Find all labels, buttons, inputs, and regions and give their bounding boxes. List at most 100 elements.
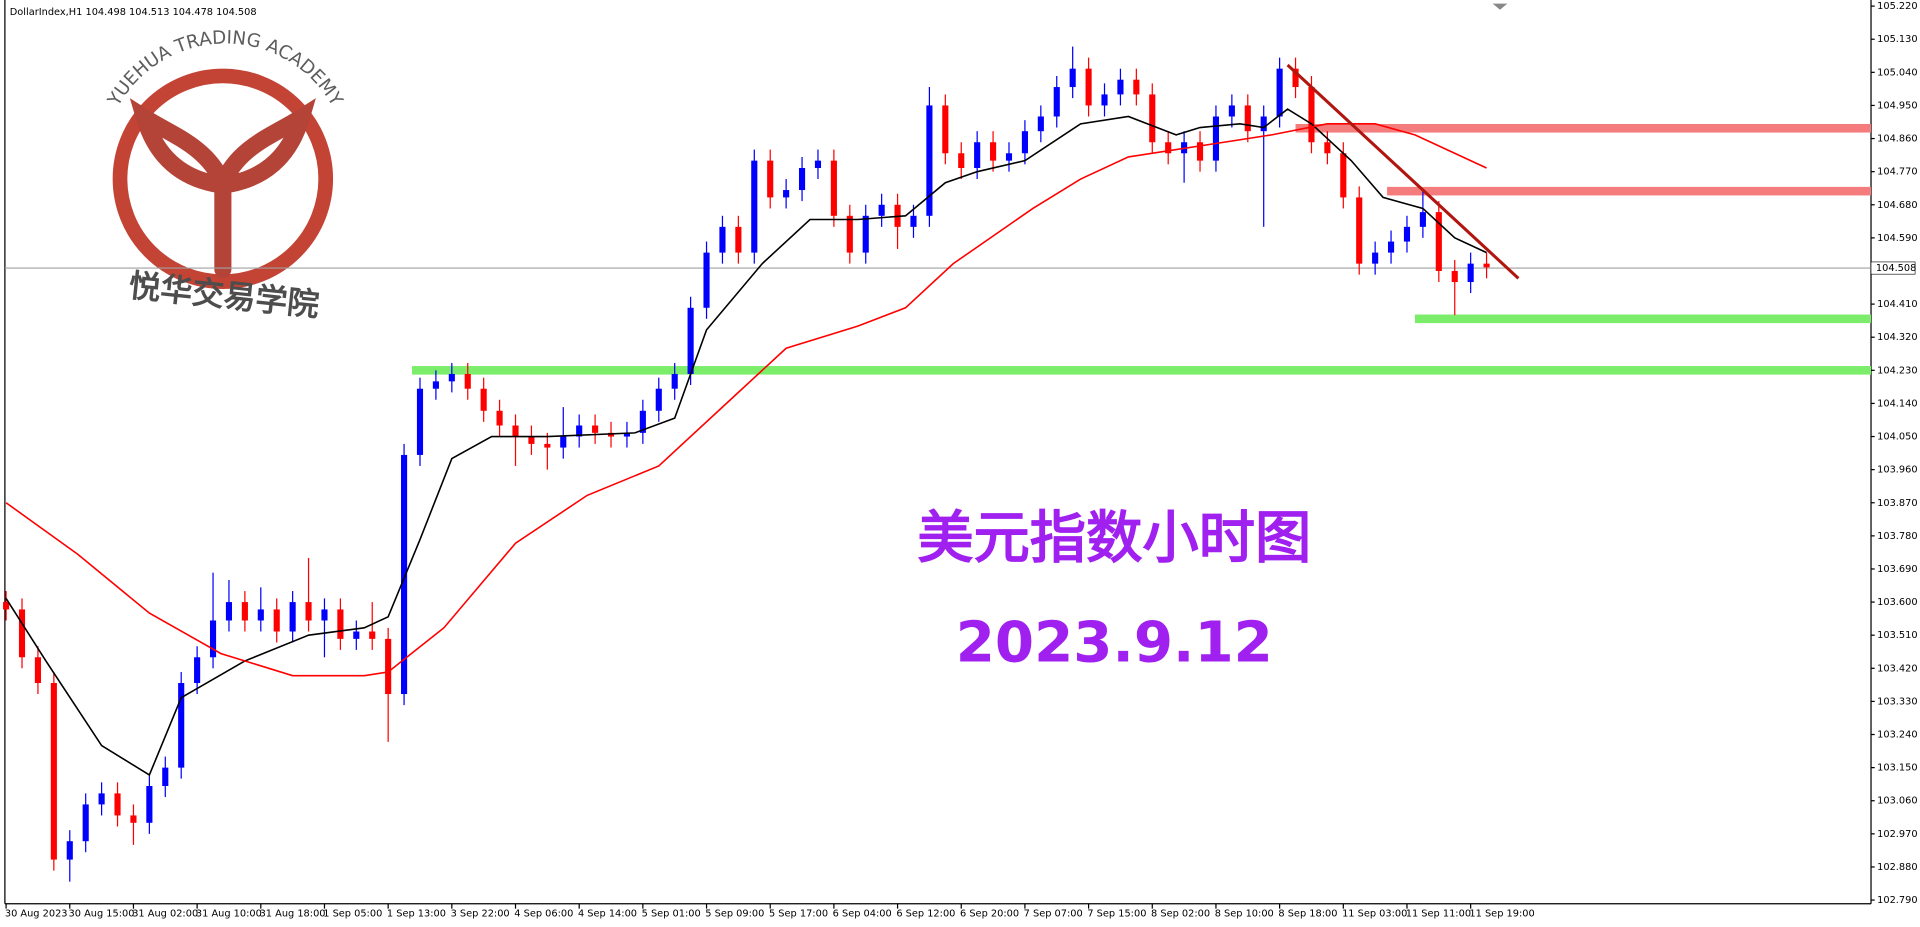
last-price-box: [1870, 261, 1916, 275]
logo-ring: [112, 68, 334, 289]
x-tick-label: 8 Sep 02:00: [1151, 909, 1210, 920]
x-tick-label: 30 Aug 15:00: [69, 909, 135, 920]
candle-body: [385, 638, 392, 695]
candle-body: [273, 609, 280, 632]
candle-body: [528, 436, 535, 444]
candle-body: [401, 454, 408, 695]
candle-body: [1228, 105, 1235, 117]
x-tick-label: 4 Sep 06:00: [514, 909, 573, 920]
trendline: [1286, 63, 1520, 280]
candle-body: [1149, 94, 1156, 143]
x-tick-label: 11 Sep 19:00: [1469, 909, 1534, 920]
y-tick-label: 103.060: [1877, 796, 1917, 807]
x-tick-label: 5 Sep 01:00: [642, 909, 701, 920]
y-tick-label: 103.240: [1877, 730, 1917, 741]
y-tick-label: 104.410: [1877, 299, 1917, 310]
candle-body: [560, 436, 567, 448]
level-band: [412, 366, 1872, 375]
candle-body: [703, 252, 710, 308]
candle-body: [671, 373, 678, 389]
candle-body: [1212, 116, 1220, 161]
y-tick-label: 104.680: [1877, 200, 1917, 211]
candle-body: [1021, 131, 1028, 154]
x-tick-label: 7 Sep 07:00: [1024, 909, 1083, 920]
y-tick-label: 103.870: [1877, 498, 1917, 509]
candle-body: [814, 160, 822, 168]
candle-body: [1037, 116, 1044, 132]
candle-body: [655, 388, 662, 411]
y-tick-label: 104.590: [1877, 233, 1917, 244]
candle-body: [1260, 116, 1267, 132]
candle-body: [751, 160, 758, 253]
candle-body: [719, 226, 726, 253]
candle-body: [82, 804, 89, 842]
candle-body: [1403, 226, 1411, 242]
candle-body: [1340, 153, 1347, 198]
candle-body: [337, 609, 344, 639]
candle-body: [3, 602, 10, 610]
level-band: [1414, 314, 1872, 324]
candle-body: [639, 410, 646, 433]
y-tick-label: 105.220: [1877, 1, 1917, 12]
candle-body: [369, 631, 376, 639]
candle-body: [289, 602, 296, 632]
candle-body: [1005, 153, 1013, 161]
y-tick-label: 104.770: [1877, 167, 1917, 178]
candle-body: [1372, 252, 1379, 264]
candle-body: [990, 142, 997, 161]
candle-body: [1467, 263, 1474, 283]
candle-body: [623, 432, 630, 437]
candle-body: [783, 190, 790, 198]
candle-body: [1165, 142, 1172, 154]
candle-body: [512, 425, 519, 437]
candle-body: [448, 373, 455, 382]
y-tick-label: 102.790: [1877, 895, 1917, 906]
y-tick-label: 103.600: [1877, 597, 1917, 608]
y-tick-label: 104.860: [1877, 134, 1917, 145]
candle-body: [958, 153, 965, 168]
y-tick-label: 104.950: [1877, 100, 1917, 111]
level-band: [1295, 123, 1872, 133]
chart-title: DollarIndex,H1 104.498 104.513 104.478 1…: [10, 7, 257, 18]
moving-average: [5, 108, 1487, 777]
x-tick-label: 5 Sep 17:00: [769, 909, 828, 920]
candle-body: [926, 105, 933, 216]
y-tick-label: 104.230: [1877, 365, 1917, 376]
candle-body: [321, 609, 328, 621]
candle-body: [1117, 79, 1124, 95]
candle-body: [910, 215, 917, 227]
candle-body: [209, 620, 217, 658]
candle-body: [225, 602, 233, 621]
candle-body: [544, 443, 551, 448]
candle-body: [66, 841, 73, 860]
x-tick-label: 5 Sep 09:00: [705, 909, 764, 920]
candle-body: [162, 767, 169, 787]
y-tick-label: 102.880: [1877, 862, 1917, 873]
candle-body: [735, 226, 742, 253]
y-tick-label: 103.780: [1877, 531, 1917, 542]
moving-average: [5, 123, 1487, 677]
y-tick-label: 103.690: [1877, 564, 1917, 575]
annotation-title: 美元指数小时图: [917, 505, 1311, 571]
candle-body: [34, 657, 41, 684]
x-tick-label: 31 Aug 10:00: [196, 909, 262, 920]
candle-body: [1069, 68, 1076, 88]
x-tick-label: 31 Aug 18:00: [260, 909, 326, 920]
level-band: [1387, 186, 1872, 196]
x-tick-label: 6 Sep 04:00: [833, 909, 892, 920]
candle-body: [1276, 68, 1283, 117]
annotation-date: 2023.9.12: [956, 610, 1273, 675]
candle-body: [480, 388, 487, 411]
shift-marker: [1492, 3, 1508, 10]
x-tick-label: 8 Sep 10:00: [1215, 909, 1274, 920]
candle-body: [257, 609, 264, 621]
y-tick-label: 103.960: [1877, 465, 1917, 476]
candle-body: [1356, 197, 1363, 264]
candle-body: [607, 432, 615, 437]
x-tick-label: 6 Sep 12:00: [896, 909, 955, 920]
x-tick-label: 11 Sep 11:00: [1406, 909, 1471, 920]
candle-body: [1419, 212, 1426, 227]
candle-body: [862, 215, 869, 253]
